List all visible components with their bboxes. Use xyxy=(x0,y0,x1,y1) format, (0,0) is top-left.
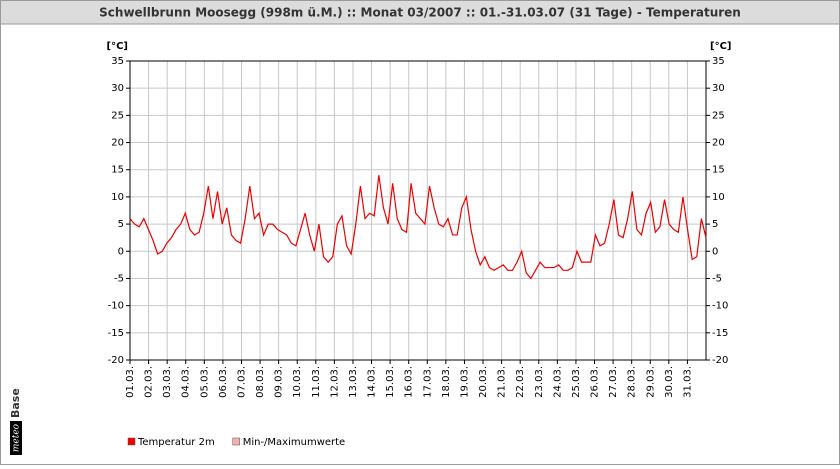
plot-area xyxy=(130,61,706,360)
x-tick-label: 11.03. xyxy=(311,366,322,398)
legend-label: Min-/Maximumwerte xyxy=(243,437,346,448)
x-tick-label: 12.03. xyxy=(329,366,340,398)
y2-tick-label: -10 xyxy=(712,301,728,312)
y-tick-label: -15 xyxy=(108,328,124,339)
y2-tick-label: 10 xyxy=(712,192,725,203)
y-unit: [°C] xyxy=(107,41,128,52)
x-tick-label: 05.03. xyxy=(199,366,210,398)
x-tick-label: 31.03. xyxy=(682,366,693,398)
y-tick-label: 25 xyxy=(111,110,124,121)
logo-script: meteo xyxy=(12,423,22,452)
y2-tick-label: -20 xyxy=(712,355,728,366)
x-tick-label: 28.03. xyxy=(627,366,638,398)
y-tick-label: -20 xyxy=(108,355,124,366)
x-tick-label: 30.03. xyxy=(664,366,675,398)
y2-tick-label: 35 xyxy=(712,56,725,67)
x-tick-label: 15.03. xyxy=(385,366,396,398)
x-tick-label: 02.03. xyxy=(144,366,155,398)
plot-border xyxy=(129,60,707,361)
y-tick-label: 20 xyxy=(111,138,124,149)
title-bar xyxy=(1,1,839,24)
y-tick-label: 15 xyxy=(111,165,124,176)
x-tick-label: 01.03. xyxy=(125,366,136,398)
logo-box xyxy=(10,421,22,455)
y-tick-label: -10 xyxy=(108,301,124,312)
x-tick-label: 23.03. xyxy=(534,366,545,398)
y-tick-label: 35 xyxy=(111,56,124,67)
y-tick-label: -5 xyxy=(114,273,124,284)
x-tick-label: 20.03. xyxy=(478,366,489,398)
chart-title: Schwellbrunn Moosegg (998m ü.M.) :: Mona… xyxy=(99,6,741,20)
y2-tick-label: -5 xyxy=(712,273,722,284)
y2-tick-label: 5 xyxy=(712,219,718,230)
x-tick-label: 17.03. xyxy=(422,366,433,398)
x-tick-label: 24.03. xyxy=(552,366,563,398)
x-tick-label: 09.03. xyxy=(274,366,285,398)
x-tick-label: 29.03. xyxy=(645,366,656,398)
x-tick-label: 04.03. xyxy=(181,366,192,398)
y-tick-label: 10 xyxy=(111,192,124,203)
x-tick-label: 03.03. xyxy=(162,366,173,398)
y-tick-label: 5 xyxy=(118,219,124,230)
x-tick-label: 25.03. xyxy=(571,366,582,398)
x-tick-label: 19.03. xyxy=(459,366,470,398)
y-tick-label: 0 xyxy=(118,246,124,257)
x-tick-label: 22.03. xyxy=(515,366,526,398)
x-tick-label: 06.03. xyxy=(218,366,229,398)
y2-tick-label: 25 xyxy=(712,110,725,121)
legend-swatch xyxy=(127,437,136,446)
x-tick-label: 10.03. xyxy=(292,366,303,398)
y2-unit: [°C] xyxy=(710,41,731,52)
x-tick-label: 07.03. xyxy=(236,366,247,398)
logo: meteo Base xyxy=(9,388,22,455)
legend-swatch xyxy=(232,437,240,446)
x-tick-label: 18.03. xyxy=(441,366,452,398)
x-tick-label: 26.03. xyxy=(590,366,601,398)
y2-tick-label: -15 xyxy=(712,328,728,339)
x-tick-label: 27.03. xyxy=(608,366,619,398)
y2-tick-label: 15 xyxy=(712,165,725,176)
x-tick-label: 13.03. xyxy=(348,366,359,398)
y2-tick-label: 30 xyxy=(712,83,725,94)
x-tick-label: 21.03. xyxy=(497,366,508,398)
x-tick-label: 14.03. xyxy=(367,366,378,398)
temperature-line xyxy=(129,175,707,280)
x-tick-label: 16.03. xyxy=(404,366,415,398)
y2-tick-label: 0 xyxy=(712,246,718,257)
legend-label: Temperatur 2m xyxy=(137,437,215,448)
y-tick-label: 30 xyxy=(111,83,124,94)
x-tick-label: 08.03. xyxy=(255,366,266,398)
logo-text: Base xyxy=(9,388,22,418)
y2-tick-label: 20 xyxy=(712,138,725,149)
